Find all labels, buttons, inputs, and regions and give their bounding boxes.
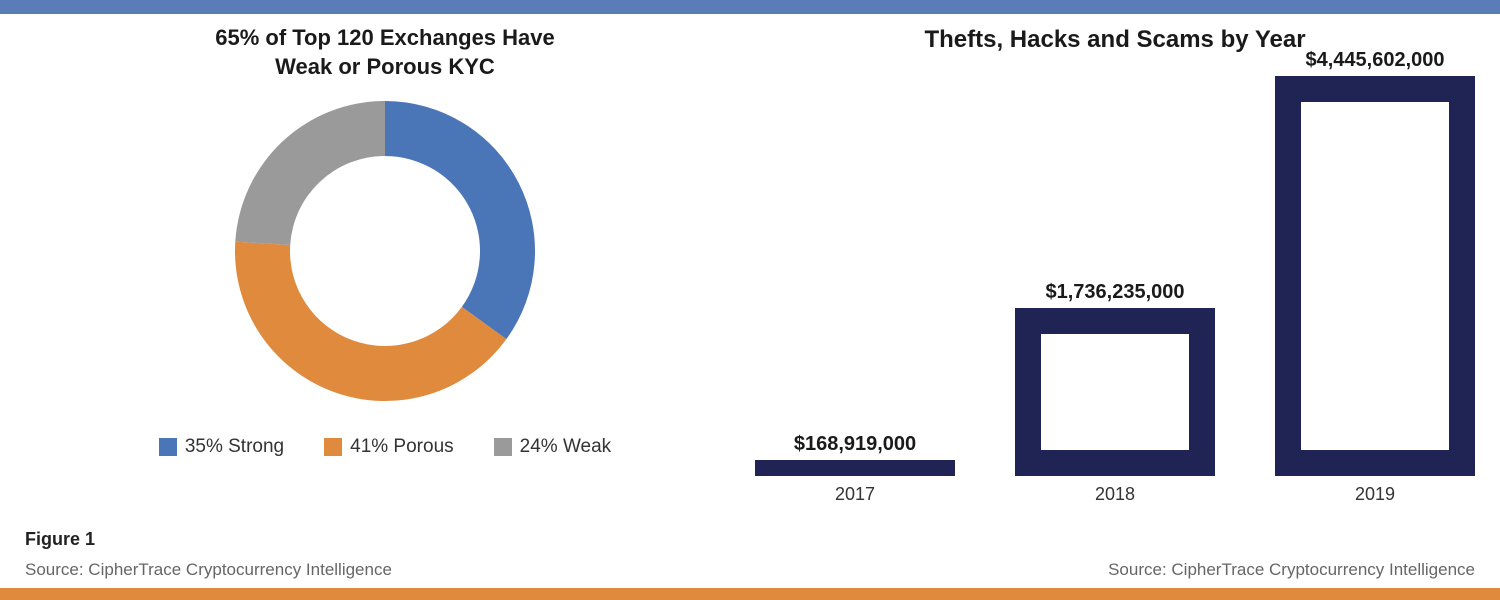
legend-label: 24% Weak: [520, 436, 612, 458]
figure-label: Figure 1: [25, 529, 95, 550]
top-accent-bar: [0, 0, 1500, 14]
legend-swatch: [324, 438, 342, 456]
bar-x-label: 2018: [1095, 484, 1135, 505]
bar-value-label: $4,445,602,000: [1305, 49, 1444, 72]
donut-chart: [225, 91, 545, 416]
donut-panel: 65% of Top 120 Exchanges HaveWeak or Por…: [20, 24, 750, 588]
bar-group: $1,736,235,000 2018: [1015, 281, 1215, 505]
source-right: Source: CipherTrace Cryptocurrency Intel…: [1108, 560, 1475, 580]
main-container: 65% of Top 120 Exchanges HaveWeak or Por…: [0, 14, 1500, 588]
legend-item: 35% Strong: [159, 436, 284, 458]
bottom-accent-bar: [0, 588, 1500, 600]
bar-x-label: 2017: [835, 484, 875, 505]
legend-label: 41% Porous: [350, 436, 454, 458]
bar-rect: [755, 460, 955, 476]
bar-chart: $168,919,0002017$1,736,235,0002018$4,445…: [755, 75, 1475, 505]
donut-segment: [385, 101, 535, 339]
donut-legend: 35% Strong 41% Porous 24% Weak: [159, 436, 611, 458]
legend-item: 24% Weak: [494, 436, 612, 458]
donut-svg: [225, 91, 545, 411]
bar-value-label: $1,736,235,000: [1045, 281, 1184, 304]
legend-swatch: [494, 438, 512, 456]
legend-label: 35% Strong: [185, 436, 284, 458]
bar-group: $168,919,000 2017: [755, 433, 955, 505]
donut-segment: [235, 242, 506, 401]
bar-x-label: 2019: [1355, 484, 1395, 505]
bar-rect: [1015, 308, 1215, 476]
bar-group: $4,445,602,000 2019: [1275, 49, 1475, 505]
bar-panel: Thefts, Hacks and Scams by Year $168,919…: [750, 24, 1480, 588]
legend-swatch: [159, 438, 177, 456]
bar-value-label: $168,919,000: [794, 433, 916, 456]
source-left: Source: CipherTrace Cryptocurrency Intel…: [25, 560, 392, 580]
donut-segment: [235, 101, 385, 245]
bar-rect: [1275, 76, 1475, 476]
legend-item: 41% Porous: [324, 436, 454, 458]
bar-title: Thefts, Hacks and Scams by Year: [924, 24, 1305, 55]
donut-title: 65% of Top 120 Exchanges HaveWeak or Por…: [215, 24, 555, 81]
